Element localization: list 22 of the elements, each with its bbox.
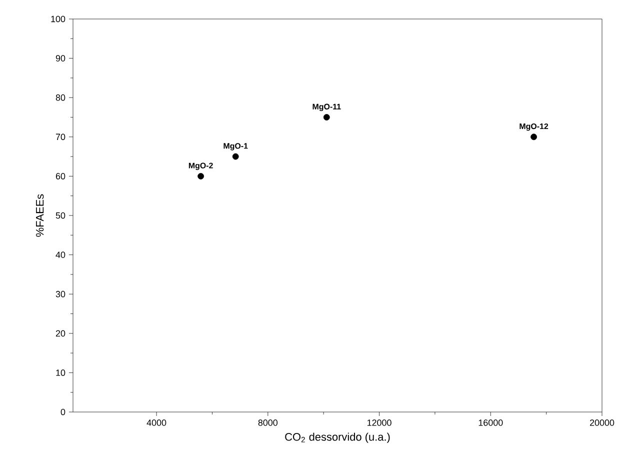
x-tick-label: 16000: [478, 420, 503, 426]
y-tick-label: 0: [60, 408, 66, 416]
y-tick-label: 70: [56, 134, 66, 140]
x-tick-label: 20000: [590, 420, 614, 426]
x-tick-label: 8000: [258, 420, 278, 426]
y-tick-label: 80: [56, 94, 66, 101]
y-tick-label: 20: [56, 330, 66, 337]
y-tick-label: 30: [56, 290, 66, 298]
y-axis-title: %FAEEs: [36, 194, 44, 237]
point: [323, 114, 330, 120]
x-tick-label: 12000: [367, 420, 392, 426]
y-tick-label: 100: [51, 16, 66, 22]
point: [198, 172, 204, 180]
y-tick-label: 60: [56, 173, 66, 180]
y-tick-label: 50: [56, 212, 66, 219]
y-tick-label: 10: [56, 370, 66, 376]
point: [530, 134, 537, 140]
point: [232, 153, 239, 160]
x-axis-title: CO$_{2}$ dessorvido (u.a.): [285, 432, 390, 443]
y-tick-label: 40: [56, 252, 66, 258]
x-tick-label: 4000: [146, 420, 166, 426]
y-tick-label: 90: [56, 55, 66, 62]
